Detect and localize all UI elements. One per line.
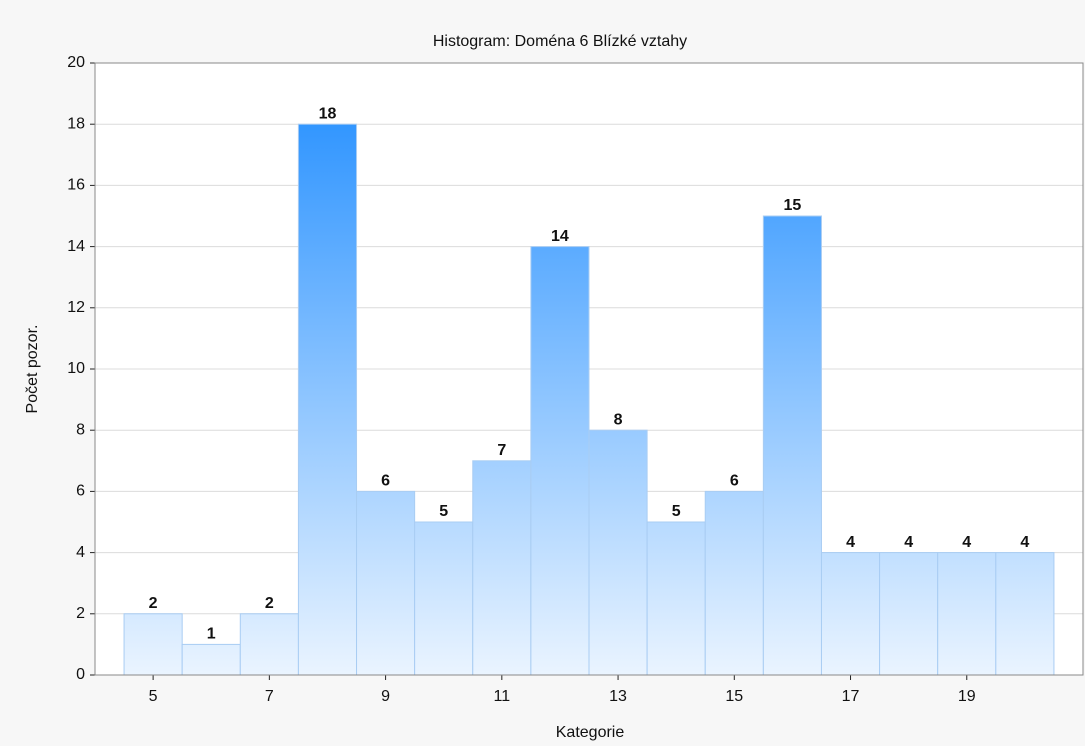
data-label: 4 (1020, 534, 1029, 551)
bar (239, 613, 299, 676)
data-label: 4 (846, 534, 855, 551)
y-tick-label: 6 (76, 483, 85, 500)
data-label: 8 (614, 411, 623, 428)
chart-title: Histogram: Doména 6 Blízké vztahy (433, 33, 687, 50)
data-label: 18 (319, 105, 337, 122)
bar (762, 215, 822, 676)
plot-border (94, 62, 1084, 676)
bar (123, 613, 183, 676)
y-tick-label: 20 (67, 54, 85, 71)
data-label: 5 (672, 503, 681, 520)
bar (181, 643, 241, 676)
bar (356, 490, 416, 676)
x-tick-label: 13 (609, 688, 627, 705)
y-tick-label: 8 (76, 421, 85, 438)
data-label: 4 (962, 534, 971, 551)
x-tick-label: 9 (381, 688, 390, 705)
y-tick-label: 12 (67, 299, 85, 316)
y-tick-label: 10 (67, 360, 85, 377)
x-axis-label: Kategorie (556, 724, 625, 741)
data-label: 7 (497, 442, 506, 459)
data-label: 1 (207, 626, 216, 643)
y-tick-label: 16 (67, 177, 85, 194)
bar (472, 460, 532, 676)
bar (588, 429, 648, 676)
data-label: 4 (904, 534, 913, 551)
x-tick-label: 11 (494, 688, 511, 705)
bar (704, 490, 764, 676)
data-label: 14 (551, 228, 569, 245)
x-tick-label: 17 (842, 688, 860, 705)
bar (879, 552, 939, 676)
y-tick-label: 18 (67, 115, 85, 132)
data-label: 6 (730, 473, 739, 490)
bar (995, 552, 1055, 676)
bar (646, 521, 706, 676)
x-tick-label: 5 (149, 688, 158, 705)
data-label: 6 (381, 473, 390, 490)
y-axis-label: Počet pozor. (24, 325, 41, 414)
y-tick-label: 4 (76, 544, 85, 561)
bar (937, 552, 997, 676)
bar (414, 521, 474, 676)
bar (820, 552, 881, 676)
bar (297, 123, 358, 676)
x-tick-label: 19 (958, 688, 976, 705)
y-tick-label: 2 (76, 605, 85, 622)
data-label: 2 (265, 595, 274, 612)
data-label: 2 (149, 595, 158, 612)
bar (530, 246, 590, 676)
x-tick-label: 15 (725, 688, 743, 705)
y-tick-label: 0 (76, 666, 85, 683)
data-label: 15 (784, 197, 802, 214)
x-tick-label: 7 (265, 688, 274, 705)
y-tick-label: 14 (67, 238, 85, 255)
data-label: 5 (439, 503, 448, 520)
